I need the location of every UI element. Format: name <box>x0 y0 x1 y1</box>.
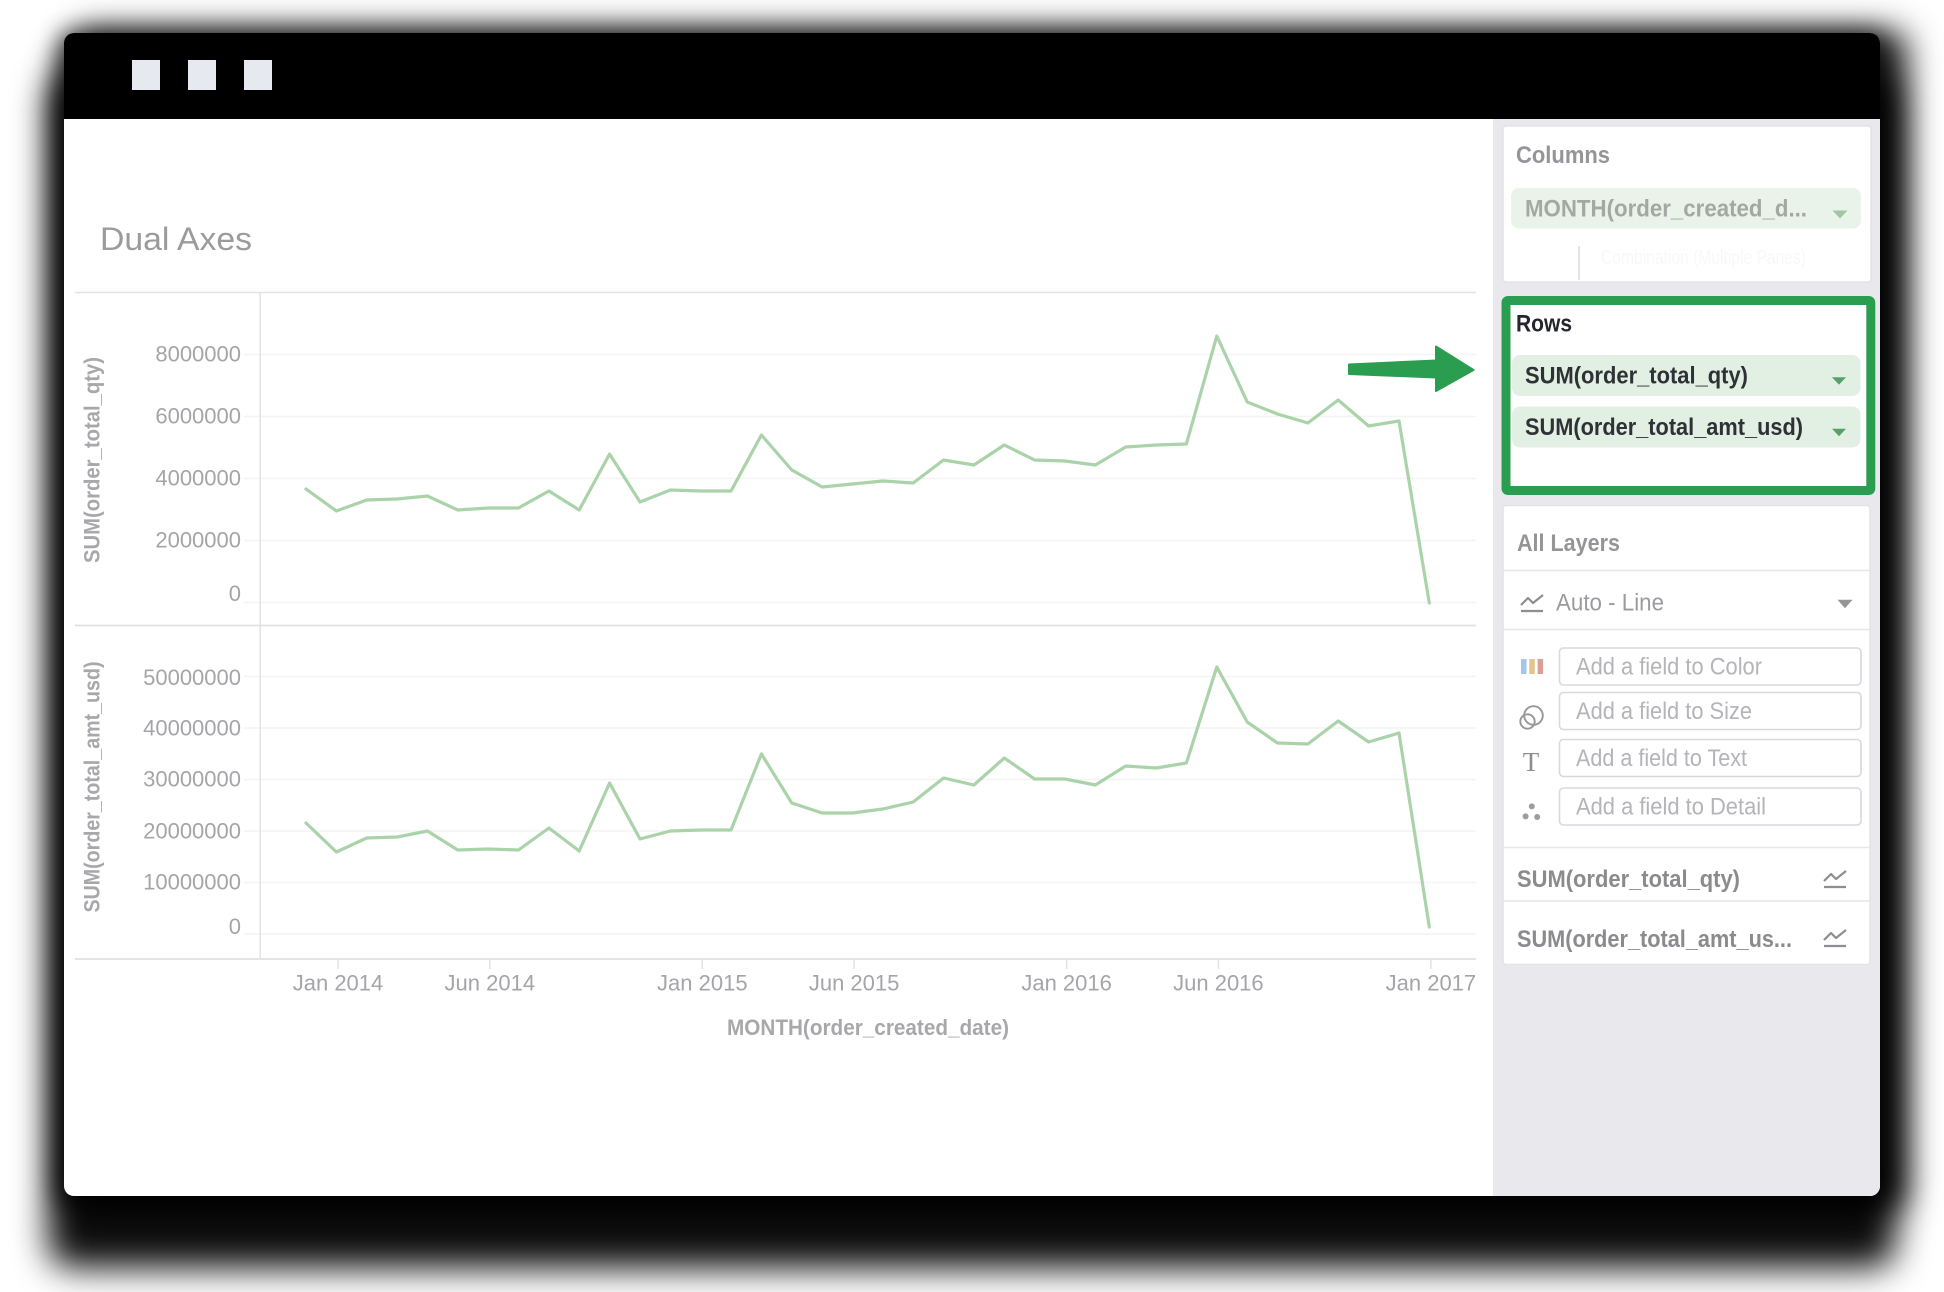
svg-text:Jan 2017: Jan 2017 <box>1386 971 1477 996</box>
svg-text:SUM(order_total_qty): SUM(order_total_qty) <box>80 357 105 563</box>
svg-text:SUM(order_total_amt_usd): SUM(order_total_amt_usd) <box>80 662 105 913</box>
svg-text:T: T <box>1523 747 1540 777</box>
svg-text:MONTH(order_created_d...: MONTH(order_created_d... <box>1525 196 1807 223</box>
svg-text:0: 0 <box>229 914 241 939</box>
svg-text:SUM(order_total_qty): SUM(order_total_qty) <box>1525 363 1748 390</box>
svg-text:50000000: 50000000 <box>143 665 241 690</box>
svg-text:SUM(order_total_amt_usd): SUM(order_total_amt_usd) <box>1525 414 1803 441</box>
svg-text:4000000: 4000000 <box>155 465 241 490</box>
svg-text:Jan 2016: Jan 2016 <box>1021 971 1112 996</box>
svg-text:Jun 2014: Jun 2014 <box>445 971 536 996</box>
svg-text:2000000: 2000000 <box>155 527 241 552</box>
svg-text:6000000: 6000000 <box>155 403 241 428</box>
svg-text:Add a field to Size: Add a field to Size <box>1576 698 1752 725</box>
svg-text:MONTH(order_created_date): MONTH(order_created_date) <box>727 1015 1009 1040</box>
svg-text:Add a field to Detail: Add a field to Detail <box>1576 794 1766 821</box>
svg-text:Jan 2014: Jan 2014 <box>293 971 384 996</box>
svg-text:Add a field to Text: Add a field to Text <box>1576 745 1747 772</box>
svg-text:20000000: 20000000 <box>143 818 241 843</box>
svg-text:Jun 2015: Jun 2015 <box>809 971 900 996</box>
svg-text:SUM(order_total_amt_us...: SUM(order_total_amt_us... <box>1517 926 1792 953</box>
svg-text:Rows: Rows <box>1516 311 1572 338</box>
svg-text:SUM(order_total_qty): SUM(order_total_qty) <box>1517 866 1740 893</box>
svg-text:All Layers: All Layers <box>1517 530 1620 557</box>
svg-text:Auto - Line: Auto - Line <box>1556 590 1664 617</box>
svg-text:40000000: 40000000 <box>143 715 241 740</box>
svg-text:Jun 2016: Jun 2016 <box>1173 971 1264 996</box>
svg-text:Combination (Multiple Panes): Combination (Multiple Panes) <box>1601 247 1806 269</box>
svg-text:Jan 2015: Jan 2015 <box>657 971 748 996</box>
svg-text:10000000: 10000000 <box>143 869 241 894</box>
svg-text:Dual Axes: Dual Axes <box>100 221 252 257</box>
svg-text:Columns: Columns <box>1516 142 1610 169</box>
svg-text:8000000: 8000000 <box>155 341 241 366</box>
svg-text:0: 0 <box>229 581 241 606</box>
svg-text:30000000: 30000000 <box>143 766 241 791</box>
svg-text:Add a field to Color: Add a field to Color <box>1576 654 1762 681</box>
